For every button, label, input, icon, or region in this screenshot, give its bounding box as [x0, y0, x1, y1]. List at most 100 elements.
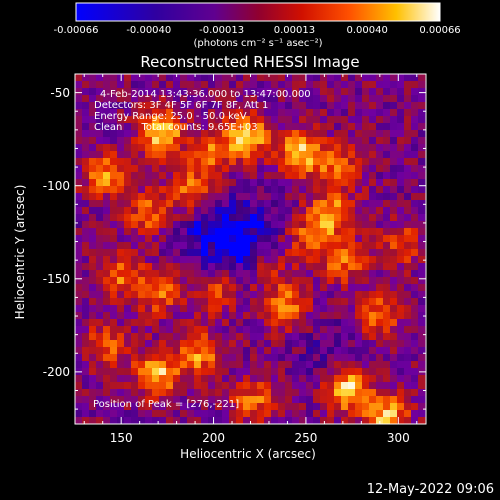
- heatmap-cell: [180, 389, 188, 397]
- heatmap-cell: [271, 130, 279, 138]
- heatmap-cell: [250, 277, 258, 285]
- heatmap-cell: [390, 326, 398, 334]
- heatmap-cell: [313, 116, 321, 124]
- heatmap-cell: [152, 109, 160, 117]
- heatmap-cell: [264, 305, 272, 313]
- heatmap-cell: [327, 116, 335, 124]
- heatmap-cell: [285, 151, 293, 159]
- heatmap-cell: [96, 137, 104, 145]
- heatmap-cell: [145, 193, 153, 201]
- heatmap-cell: [243, 158, 251, 166]
- heatmap-cell: [103, 130, 111, 138]
- heatmap-cell: [355, 165, 363, 173]
- heatmap-cell: [271, 123, 279, 131]
- heatmap-cell: [194, 116, 202, 124]
- heatmap-cell: [243, 200, 251, 208]
- heatmap-cell: [320, 137, 328, 145]
- heatmap-cell: [257, 256, 265, 264]
- heatmap-cell: [257, 340, 265, 348]
- heatmap-cell: [299, 123, 307, 131]
- heatmap-cell: [355, 214, 363, 222]
- heatmap-cell: [215, 137, 223, 145]
- heatmap-cell: [327, 375, 335, 383]
- heatmap-cell: [194, 347, 202, 355]
- heatmap-cell: [208, 298, 216, 306]
- heatmap-cell: [292, 214, 300, 222]
- heatmap-cell: [194, 165, 202, 173]
- heatmap-cell: [362, 116, 370, 124]
- heatmap-cell: [285, 102, 293, 110]
- heatmap-cell: [411, 368, 419, 376]
- heatmap-cell: [145, 172, 153, 180]
- heatmap-cell: [82, 298, 90, 306]
- heatmap-cell: [341, 172, 349, 180]
- heatmap-cell: [292, 284, 300, 292]
- heatmap-cell: [110, 193, 118, 201]
- heatmap-cell: [418, 410, 426, 418]
- clean-counts-info: Clean Total counts: 9.65E+03: [94, 122, 258, 133]
- heatmap-cell: [390, 270, 398, 278]
- heatmap-cell: [194, 249, 202, 257]
- heatmap-cell: [152, 291, 160, 299]
- heatmap-cell: [145, 263, 153, 271]
- heatmap-cell: [334, 347, 342, 355]
- heatmap-cell: [348, 207, 356, 215]
- heatmap-cell: [180, 74, 188, 82]
- heatmap-cell: [243, 228, 251, 236]
- heatmap-cell: [82, 256, 90, 264]
- heatmap-cell: [299, 228, 307, 236]
- heatmap-cell: [75, 319, 83, 327]
- heatmap-cell: [327, 144, 335, 152]
- heatmap-cell: [390, 347, 398, 355]
- heatmap-cell: [299, 410, 307, 418]
- heatmap-cell: [236, 235, 244, 243]
- heatmap-cell: [75, 242, 83, 250]
- heatmap-cell: [390, 256, 398, 264]
- heatmap-cell: [404, 249, 412, 257]
- heatmap-cell: [222, 179, 230, 187]
- heatmap-cell: [145, 221, 153, 229]
- heatmap-cell: [138, 354, 146, 362]
- heatmap-cell: [131, 193, 139, 201]
- heatmap-cell: [411, 417, 419, 425]
- heatmap-cell: [369, 221, 377, 229]
- heatmap-cell: [397, 179, 405, 187]
- heatmap-cell: [271, 235, 279, 243]
- heatmap-cell: [131, 277, 139, 285]
- heatmap-cell: [103, 298, 111, 306]
- heatmap-cell: [341, 319, 349, 327]
- heatmap-cell: [397, 74, 405, 82]
- heatmap-cell: [348, 179, 356, 187]
- heatmap-cell: [411, 88, 419, 96]
- heatmap-cell: [103, 417, 111, 425]
- heatmap-cell: [355, 200, 363, 208]
- heatmap-cell: [117, 109, 125, 117]
- heatmap-cell: [117, 116, 125, 124]
- heatmap-cell: [348, 116, 356, 124]
- heatmap-cell: [152, 214, 160, 222]
- heatmap-cell: [138, 193, 146, 201]
- heatmap-cell: [194, 88, 202, 96]
- heatmap-cell: [292, 116, 300, 124]
- heatmap-cell: [243, 130, 251, 138]
- heatmap-cell: [271, 319, 279, 327]
- heatmap-cell: [180, 396, 188, 404]
- heatmap-cell: [257, 109, 265, 117]
- heatmap-cell: [369, 179, 377, 187]
- heatmap-cell: [89, 102, 97, 110]
- heatmap-cell: [110, 368, 118, 376]
- heatmap-cell: [376, 326, 384, 334]
- heatmap-cell: [124, 221, 132, 229]
- heatmap-cell: [285, 277, 293, 285]
- heatmap-cell: [348, 291, 356, 299]
- heatmap-cell: [320, 165, 328, 173]
- heatmap-cell: [306, 396, 314, 404]
- heatmap-cell: [271, 256, 279, 264]
- heatmap-cell: [271, 382, 279, 390]
- heatmap-cell: [215, 172, 223, 180]
- heatmap-cell: [110, 277, 118, 285]
- heatmap-cell: [96, 389, 104, 397]
- heatmap-cell: [103, 277, 111, 285]
- heatmap-cell: [411, 151, 419, 159]
- heatmap-cell: [334, 326, 342, 334]
